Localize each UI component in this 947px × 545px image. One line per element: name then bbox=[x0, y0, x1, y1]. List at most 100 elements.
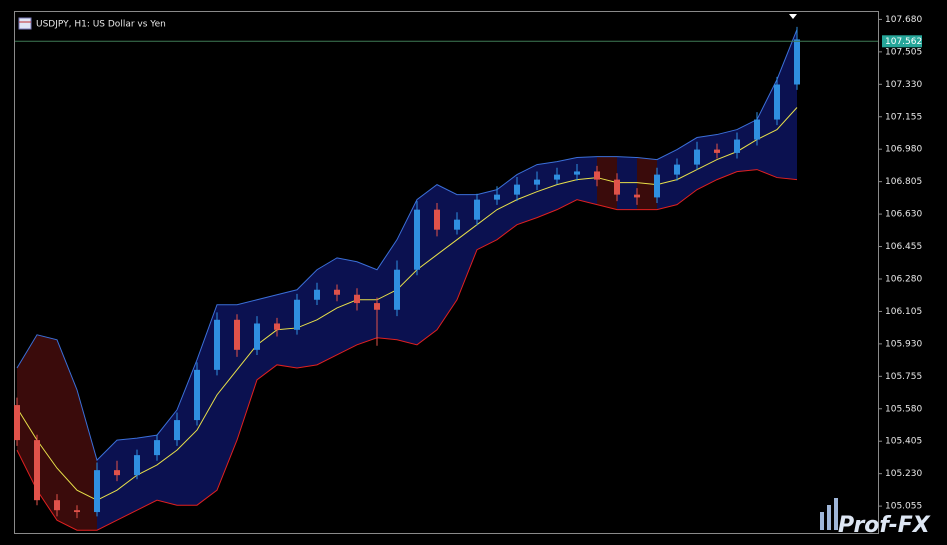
band-fill bbox=[517, 164, 537, 225]
band-fill bbox=[117, 438, 137, 521]
band-fill bbox=[417, 184, 437, 345]
candle-body bbox=[694, 149, 700, 165]
candle-body bbox=[794, 39, 800, 85]
band-fill bbox=[337, 257, 357, 355]
band-fill bbox=[497, 174, 517, 240]
band-fill bbox=[37, 334, 57, 521]
candle-body bbox=[654, 174, 660, 198]
y-tick-label: 105.055 bbox=[885, 502, 922, 512]
band-fill bbox=[717, 129, 737, 180]
candle-body bbox=[154, 440, 160, 456]
candle-body bbox=[434, 209, 440, 230]
band-fill bbox=[457, 194, 477, 300]
plot-frame bbox=[14, 11, 879, 534]
price-label-box bbox=[882, 35, 922, 48]
band-lower-line bbox=[16, 169, 798, 531]
y-tick-label: 107.330 bbox=[885, 80, 922, 90]
candle-body bbox=[414, 209, 420, 270]
y-tick-label: 105.405 bbox=[885, 437, 922, 447]
band-fill bbox=[677, 137, 697, 205]
period-marker bbox=[789, 14, 797, 19]
candle-body bbox=[174, 420, 180, 441]
y-tick-label: 105.230 bbox=[885, 469, 922, 479]
band-fill bbox=[357, 261, 377, 345]
band-fill bbox=[177, 359, 197, 506]
candle-body bbox=[374, 303, 380, 310]
band-fill bbox=[597, 156, 617, 210]
band-fill bbox=[617, 156, 637, 210]
band-middle-line bbox=[16, 107, 798, 501]
band-fill bbox=[577, 156, 597, 205]
candle-body bbox=[634, 194, 640, 198]
candle-body bbox=[614, 179, 620, 195]
y-tick-label: 107.680 bbox=[885, 15, 922, 25]
candle-body bbox=[534, 179, 540, 185]
candle-body bbox=[274, 323, 280, 330]
band-fill bbox=[17, 334, 37, 491]
band-fill bbox=[57, 339, 77, 531]
candle-body bbox=[714, 149, 720, 153]
y-tick-label: 106.455 bbox=[885, 242, 922, 252]
candle-body bbox=[314, 289, 320, 300]
candle-body bbox=[94, 470, 100, 513]
y-tick-label: 105.580 bbox=[885, 404, 922, 414]
plot-area bbox=[14, 26, 878, 531]
candle-body bbox=[114, 470, 120, 476]
candle-body bbox=[494, 194, 500, 200]
candle-body bbox=[74, 510, 80, 513]
band-fill bbox=[317, 257, 337, 365]
band-fill bbox=[137, 435, 157, 511]
candle-body bbox=[574, 171, 580, 175]
y-tick-label: 105.755 bbox=[885, 372, 922, 382]
band-fill bbox=[557, 157, 577, 210]
candle-body bbox=[354, 294, 360, 304]
y-tick-label: 107.505 bbox=[885, 47, 922, 57]
band-fill bbox=[537, 161, 557, 218]
candle-body bbox=[294, 299, 300, 330]
candle-body bbox=[334, 289, 340, 295]
candle-body bbox=[554, 174, 560, 180]
band-fill bbox=[237, 299, 257, 441]
band-fill bbox=[97, 440, 117, 531]
y-tick-label: 106.980 bbox=[885, 145, 922, 155]
y-tick-label: 106.280 bbox=[885, 274, 922, 284]
logo-bar bbox=[820, 512, 824, 530]
band-upper-line bbox=[16, 29, 798, 462]
logo-bar bbox=[834, 498, 838, 530]
band-fill bbox=[397, 199, 417, 345]
watermark-logo: Prof-FX bbox=[820, 498, 931, 538]
candle-body bbox=[54, 500, 60, 511]
candle-body bbox=[394, 269, 400, 310]
y-tick-label: 106.105 bbox=[885, 307, 922, 317]
band-fill bbox=[297, 269, 317, 368]
candle-body bbox=[674, 164, 680, 175]
band-fill bbox=[197, 304, 217, 506]
y-tick-label: 106.630 bbox=[885, 210, 922, 220]
band-fill bbox=[437, 184, 457, 330]
logo-bar bbox=[827, 505, 831, 530]
candle-body bbox=[594, 171, 600, 180]
candle-body bbox=[774, 84, 780, 120]
candle-body bbox=[134, 455, 140, 476]
band-fill bbox=[477, 189, 497, 250]
band-fill bbox=[377, 239, 397, 340]
y-tick-label: 105.930 bbox=[885, 339, 922, 349]
candle-body bbox=[454, 219, 460, 230]
band-fill bbox=[697, 134, 717, 190]
band-fill bbox=[77, 389, 97, 531]
price-label: 107.562 bbox=[885, 37, 922, 47]
candle-body bbox=[14, 405, 20, 441]
chart-title: USDJPY, H1: US Dollar vs Yen bbox=[36, 20, 166, 30]
candle-body bbox=[474, 199, 480, 220]
band-fill bbox=[217, 304, 237, 491]
candle-body bbox=[194, 369, 200, 421]
candle-body bbox=[34, 440, 40, 501]
symbol-icon bbox=[18, 17, 32, 30]
band-fill bbox=[657, 149, 677, 210]
candle-body bbox=[514, 184, 520, 195]
watermark: Prof-FX bbox=[838, 513, 931, 538]
candle-body bbox=[234, 319, 240, 350]
y-tick-label: 106.805 bbox=[885, 177, 922, 187]
